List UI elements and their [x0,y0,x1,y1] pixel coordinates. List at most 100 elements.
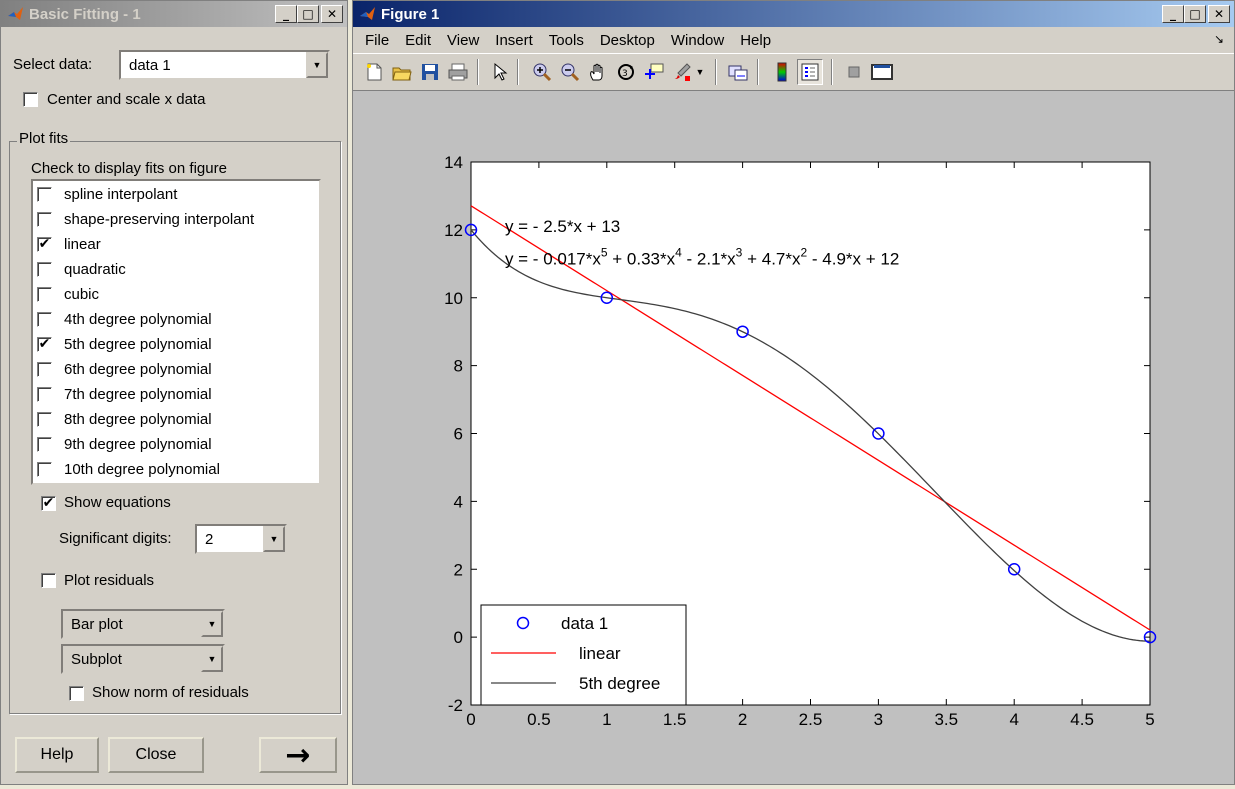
show-norm-checkbox[interactable] [69,686,84,701]
legend-box [480,604,687,706]
select-data-dropdown[interactable]: data 1 ▼ [119,50,330,80]
fit-option-checkbox[interactable]: ✔ [37,236,52,252]
menu-view[interactable]: View [447,31,480,49]
plot-residuals-label: Plot residuals [64,572,155,589]
print-icon[interactable] [445,59,471,85]
chevron-down-icon[interactable]: ▼ [263,526,285,552]
pan-hand-icon[interactable] [585,59,611,85]
hide-plot-tools-icon[interactable] [841,59,867,85]
brush-icon[interactable] [669,59,695,85]
y-tick-label: 8 [454,357,463,376]
poly5-term-3: - 2.1*x [682,249,736,268]
fit-option-row[interactable]: quadratic [33,257,126,282]
fit-option-row[interactable]: spline interpolant [33,182,177,207]
zoom-out-icon[interactable] [557,59,583,85]
link-plot-icon[interactable] [725,59,751,85]
close-window-button[interactable]: ✕ [321,5,343,23]
menu-tools[interactable]: Tools [548,31,584,49]
residual-plot-type-dropdown[interactable]: Bar plot ▼ [61,609,225,639]
menu-file[interactable]: File [365,31,390,49]
fit-option-row[interactable]: 6th degree polynomial [33,357,212,382]
open-file-icon[interactable] [389,59,415,85]
chevron-down-icon[interactable]: ▼ [201,646,223,672]
center-scale-checkbox[interactable] [23,92,38,107]
fit-option-row[interactable]: shape-preserving interpolant [33,207,254,232]
maximize-button[interactable]: □ [297,5,319,23]
residual-location-dropdown[interactable]: Subplot ▼ [61,644,225,674]
window-title: Figure 1 [381,5,440,23]
chart-legend[interactable]: data 1 linear 5th degree [480,604,687,706]
edit-plot-arrow-icon[interactable] [487,59,513,85]
poly5-term-2: + 0.33*x [608,249,676,268]
significant-digits-value: 2 [205,530,214,548]
fit-option-checkbox[interactable] [37,212,52,227]
brush-dropdown-icon[interactable]: ▼ [695,67,705,77]
poly5-exp-4: 2 [800,245,807,259]
menu-help[interactable]: Help [740,31,772,49]
legend-label: linear [579,644,621,663]
y-tick-label: 12 [444,221,463,240]
significant-digits-dropdown[interactable]: 2 ▼ [195,524,287,554]
poly5-equation: y = - 0.017*x5 + 0.33*x4 - 2.1*x3 + 4.7*… [505,245,899,268]
menu-edit[interactable]: Edit [405,31,432,49]
next-arrow-button[interactable]: → [259,737,337,773]
plot-fits-label: Plot fits [17,130,71,147]
plot-residuals-checkbox[interactable] [41,573,56,588]
fit-option-row[interactable]: 9th degree polynomial [33,432,212,457]
show-plot-tools-icon[interactable] [869,59,895,85]
fit-option-row[interactable]: 7th degree polynomial [33,382,212,407]
y-tick-label: -2 [448,696,463,715]
fit-option-checkbox[interactable] [37,312,52,327]
fit-option-row[interactable]: 8th degree polynomial [33,407,212,432]
fit-option-label: spline interpolant [64,186,178,203]
rotate-3d-icon[interactable]: 3 [613,59,639,85]
data-cursor-icon[interactable] [641,59,667,85]
fit-option-label: 5th degree polynomial [64,336,212,353]
fit-option-row[interactable]: ✔ linear [33,232,101,257]
poly5-exp-2: 4 [675,245,682,259]
fit-option-label: linear [64,236,101,253]
fit-option-row[interactable]: 10th degree polynomial [33,457,220,482]
fit-option-row[interactable]: cubic [33,282,99,307]
legend-icon[interactable] [797,59,823,85]
help-button[interactable]: Help [15,737,99,773]
basic-fitting-titlebar[interactable]: Basic Fitting - 1 _ □ ✕ [1,1,347,27]
fit-option-checkbox[interactable] [37,462,52,477]
fits-list[interactable]: spline interpolant shape-preserving inter… [31,179,321,485]
figure-titlebar[interactable]: Figure 1 _ □ ✕ [353,1,1234,27]
fit-option-checkbox[interactable] [37,387,52,402]
fit-option-row[interactable]: ✔ 5th degree polynomial [33,332,212,357]
fit-option-checkbox[interactable] [37,262,52,277]
colorbar-icon[interactable] [769,59,795,85]
close-window-button[interactable]: ✕ [1208,5,1230,23]
show-norm-label: Show norm of residuals [92,684,249,701]
select-data-value: data 1 [129,56,171,74]
minimize-button[interactable]: _ [1162,5,1184,23]
chevron-down-icon[interactable]: ▼ [306,52,328,78]
fit-option-checkbox[interactable]: ✔ [37,336,52,352]
basic-fitting-window: Basic Fitting - 1 _ □ ✕ Select data: dat… [0,0,348,785]
fit-option-checkbox[interactable] [37,412,52,427]
new-figure-icon[interactable] [361,59,387,85]
show-equations-checkbox[interactable]: ✔ [41,495,56,511]
close-button[interactable]: Close [108,737,204,773]
fit-option-checkbox[interactable] [37,287,52,302]
fit-option-row[interactable]: 4th degree polynomial [33,307,212,332]
fit-option-checkbox[interactable] [37,187,52,202]
menu-desktop[interactable]: Desktop [599,31,655,49]
maximize-button[interactable]: □ [1184,5,1206,23]
fit-option-checkbox[interactable] [37,437,52,452]
show-equations-label: Show equations [64,494,171,511]
fit-option-checkbox[interactable] [37,362,52,377]
menu-insert[interactable]: Insert [495,31,533,49]
dock-arrow-icon[interactable]: ↘ [1213,32,1224,46]
chevron-down-icon[interactable]: ▼ [201,611,223,637]
save-icon[interactable] [417,59,443,85]
data-point-marker [736,325,749,338]
y-tick-label: 10 [444,289,463,308]
zoom-in-icon[interactable] [529,59,555,85]
menu-window[interactable]: Window [670,31,725,49]
matlab-logo-icon [8,7,23,20]
minimize-button[interactable]: _ [275,5,297,23]
